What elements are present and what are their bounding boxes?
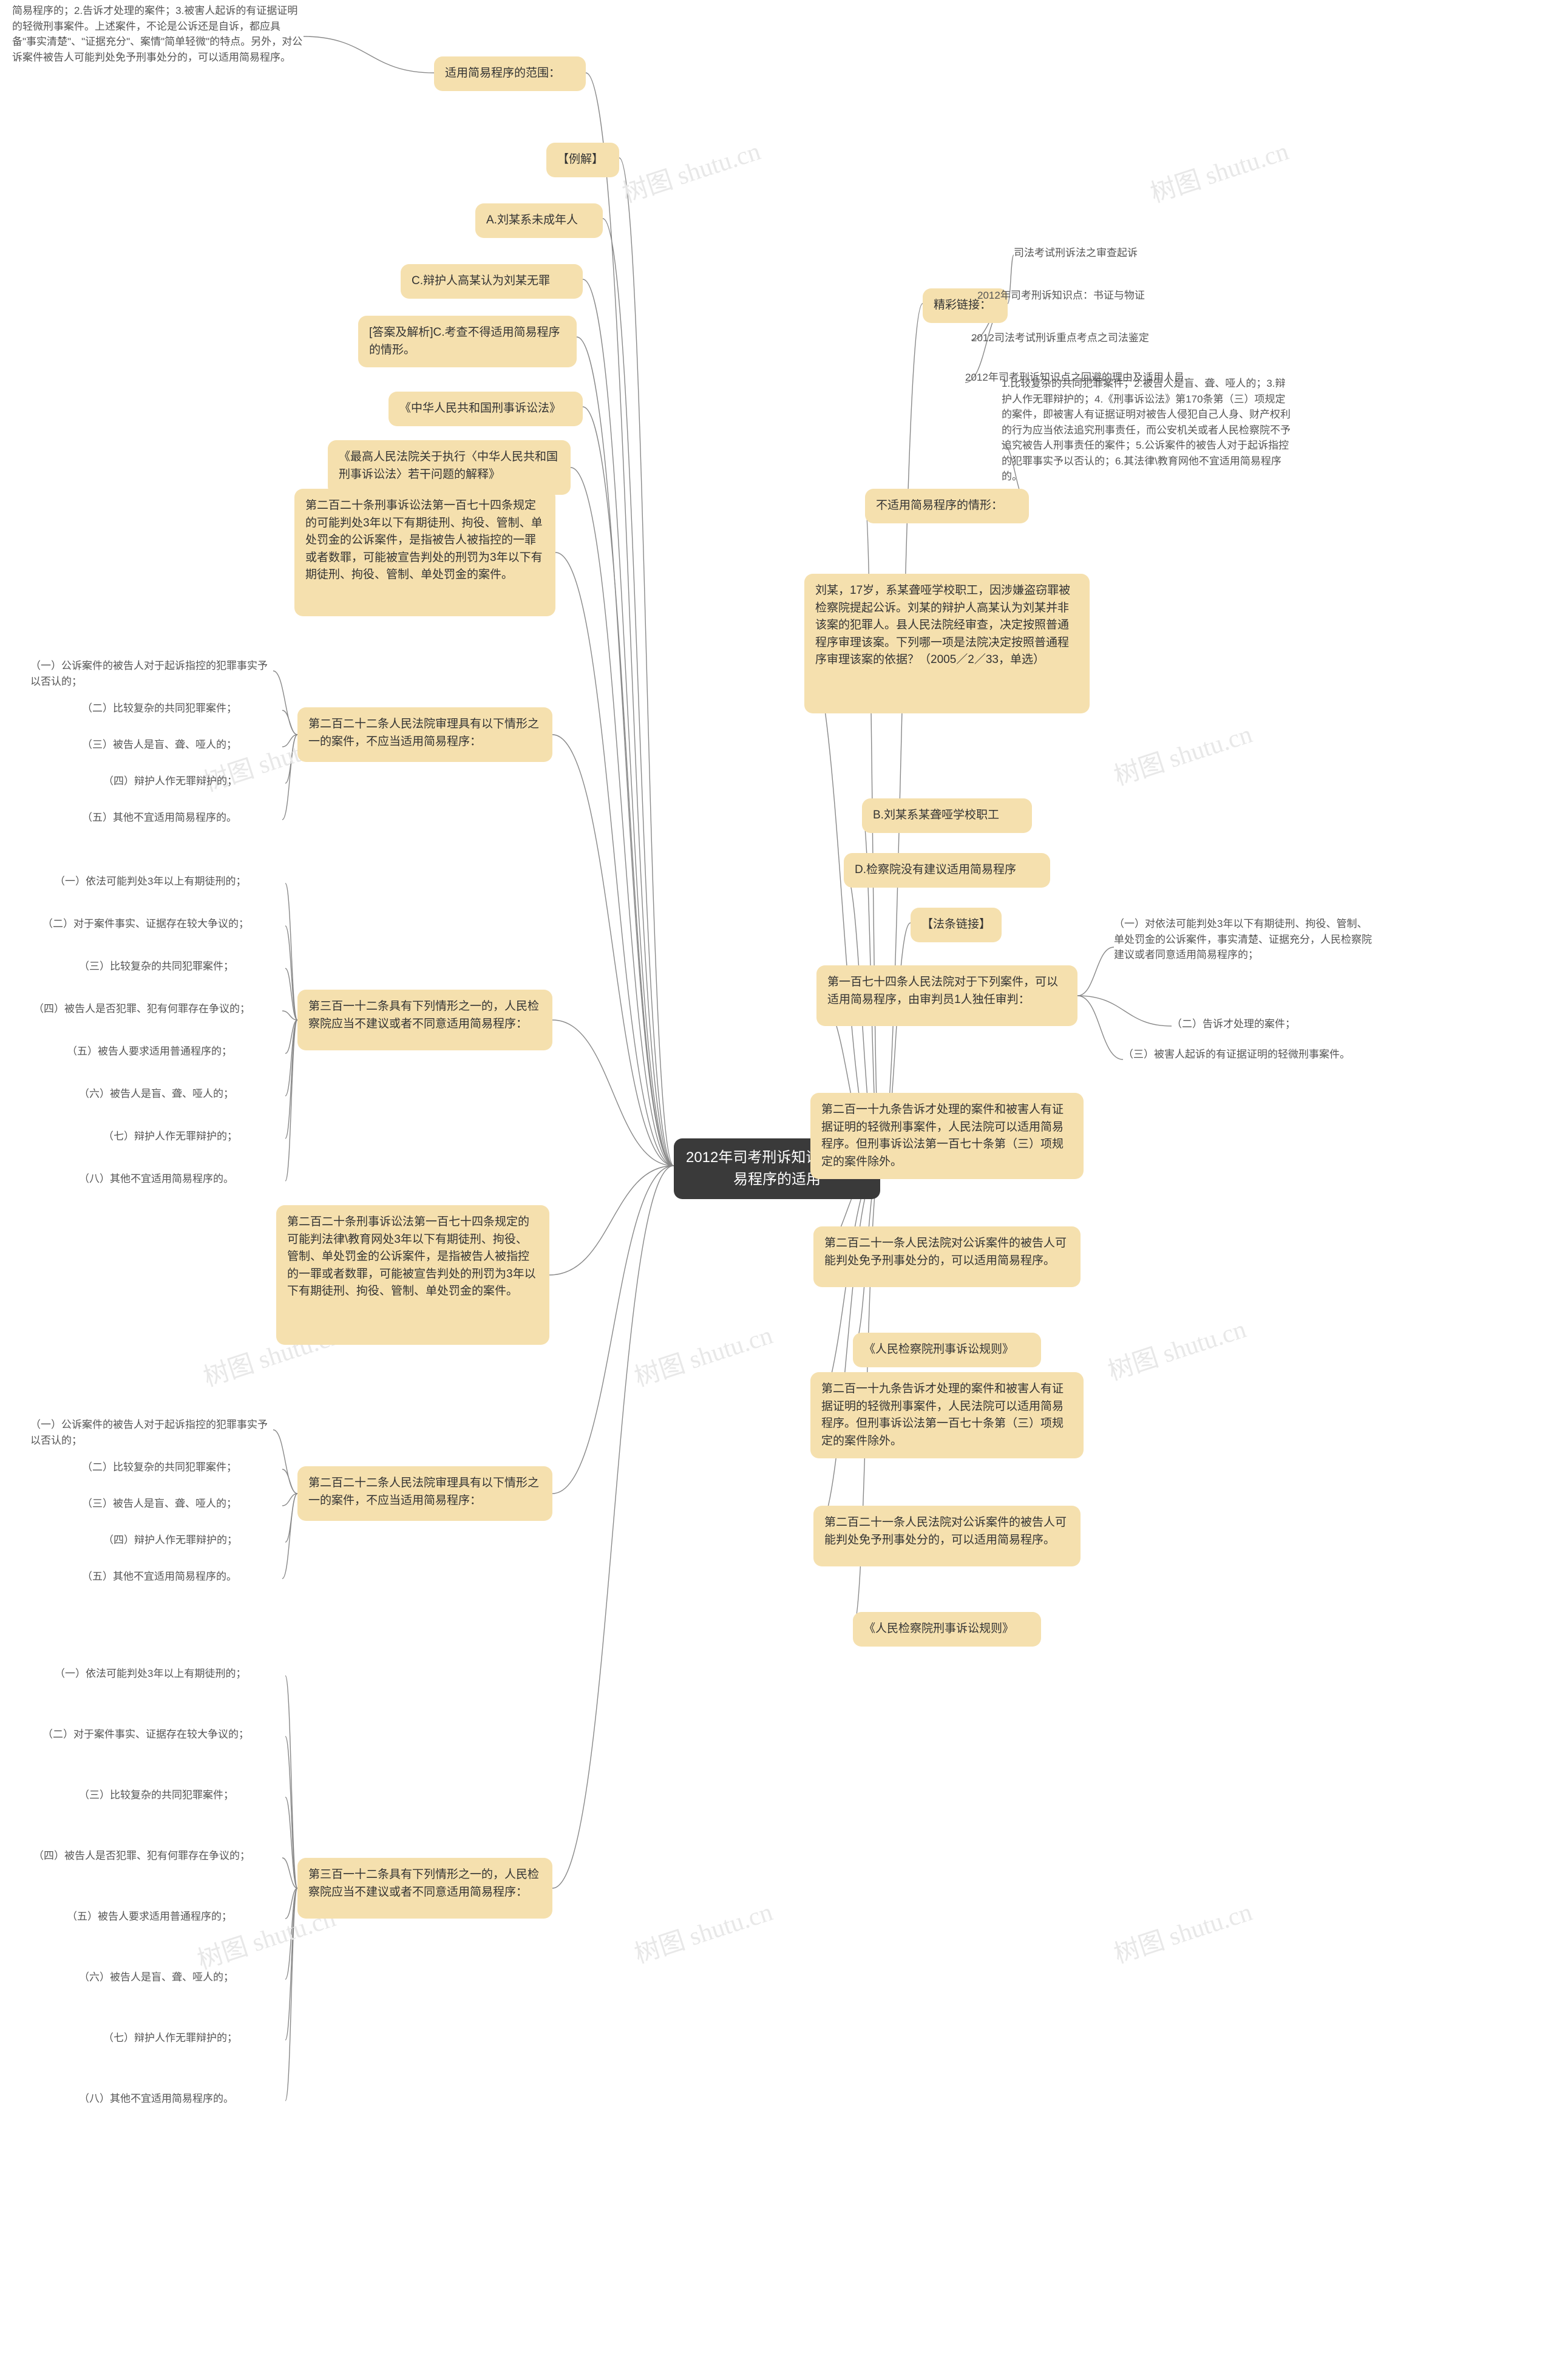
watermark: 树图 shutu.cn [1102,1308,1250,1388]
branch-R7: 第一百七十四条人民法院对于下列案件，可以适用简易程序，由审判员1人独任审判： [816,965,1077,1026]
mindmap-canvas: 树图 shutu.cn 树图 shutu.cn 树图 shutu.cn 树图 shut… [0,0,1554,2380]
branch-R6: 【法条链接】 [911,908,1002,942]
leaf-L10d: （四）被告人是否犯罪、犯有何罪存在争议的； [33,999,282,1023]
leaf-L10c: （三）比较复杂的共同犯罪案件； [79,956,285,981]
branch-L1: 适用简易程序的范围： [434,56,586,91]
branch-L6: 《中华人民共和国刑事诉讼法》 [388,392,583,426]
branch-L5: [答案及解析]C.考查不得适用简易程序的情形。 [358,316,577,367]
leaf-R1a: 司法考试刑诉法之审查起诉 [1014,243,1208,267]
branch-R9: 第二百二十一条人民法院对公诉案件的被告人可能判处免予刑事处分的，可以适用简易程序… [813,1226,1081,1287]
leaf-L13c: （三）比较复杂的共同犯罪案件； [79,1785,285,1809]
leaf-R2a: 1.比较复杂的共同犯罪案件；2.被告人是盲、聋、哑人的；3.辩护人作无罪辩护的；… [1002,373,1293,513]
branch-L12: 第二百二十二条人民法院审理具有以下情形之一的案件，不应当适用简易程序： [297,1466,552,1521]
leaf-L9e: （五）其他不宜适用简易程序的。 [82,807,282,832]
branch-L3: A.刘某系未成年人 [475,203,603,238]
watermark: 树图 shutu.cn [617,131,764,210]
leaf-L13g: （七）辩护人作无罪辩护的； [103,2028,285,2052]
leaf-L9b: （二）比较复杂的共同犯罪案件； [82,698,282,722]
leaf-L12c: （三）被告人是盲、聋、哑人的； [82,1494,282,1518]
branch-R8: 第二百一十九条告诉才处理的案件和被害人有证据证明的轻微刑事案件，人民法院可以适用… [810,1093,1084,1179]
watermark: 树图 shutu.cn [1145,131,1292,210]
leaf-L13a: （一）依法可能判处3年以上有期徒刑的； [55,1664,285,1688]
leaf-L13f: （六）被告人是盲、聋、哑人的； [79,1967,285,1991]
branch-L10: 第三百一十二条具有下列情形之一的，人民检察院应当不建议或者不同意适用简易程序： [297,990,552,1050]
leaf-L10a: （一）依法可能判处3年以上有期徒刑的； [55,871,285,896]
branch-L7: 《最高人民法院关于执行〈中华人民共和国刑事诉讼法〉若干问题的解释》 [328,440,571,495]
watermark: 树图 shutu.cn [1108,713,1256,793]
leaf-L9a: （一）公诉案件的被告人对于起诉指控的犯罪事实予以否认的； [30,656,273,692]
leaf-L10e: （五）被告人要求适用普通程序的； [67,1041,285,1066]
branch-L4: C.辩护人高某认为刘某无罪 [401,264,583,299]
leaf-R1b: 2012年司考刑诉知识点：书证与物证 [977,285,1220,310]
branch-R5: D.检察院没有建议适用简易程序 [844,853,1050,888]
leaf-L10h: （八）其他不宜适用简易程序的。 [79,1169,285,1193]
leaf-L13d: （四）被告人是否犯罪、犯有何罪存在争议的； [33,1846,282,1870]
leaf-L10b: （二）对于案件事实、证据存在较大争议的； [42,914,285,938]
leaf-L13h: （八）其他不宜适用简易程序的。 [79,2089,285,2113]
leaf-R7c: （三）被害人起诉的有证据证明的轻微刑事案件。 [1123,1044,1378,1075]
watermark: 树图 shutu.cn [629,1891,776,1971]
branch-L8: 第二百二十条刑事诉讼法第一百七十四条规定的可能判处3年以下有期徒刑、拘役、管制、… [294,489,555,616]
branch-L9: 第二百二十二条人民法院审理具有以下情形之一的案件，不应当适用简易程序： [297,707,552,762]
branch-R3: 刘某，17岁，系某聋哑学校职工，因涉嫌盗窃罪被检察院提起公诉。刘某的辩护人高某认… [804,574,1090,713]
branch-L11: 第二百二十条刑事诉讼法第一百七十四条规定的可能判法律\教育网处3年以下有期徒刑、… [276,1205,549,1345]
leaf-R7b: （二）告诉才处理的案件； [1172,1014,1329,1038]
watermark: 树图 shutu.cn [1108,1891,1256,1971]
leaf-L13e: （五）被告人要求适用普通程序的； [67,1906,285,1931]
leaf-L10f: （六）被告人是盲、聋、哑人的； [79,1084,285,1108]
leaf-L12e: （五）其他不宜适用简易程序的。 [82,1566,282,1591]
branch-L13: 第三百一十二条具有下列情形之一的，人民检察院应当不建议或者不同意适用简易程序： [297,1858,552,1919]
leaf-L1a: 1.对依法可能判处3年以下有期徒刑、拘役、管制、单处罚金的公诉案件，事实清楚、证… [12,0,304,103]
watermark: 树图 shutu.cn [629,1314,776,1394]
leaf-L9c: （三）被告人是盲、聋、哑人的； [82,735,282,759]
leaf-L9d: （四）辩护人作无罪辩护的； [103,771,285,795]
leaf-R1c: 2012司法考试刑诉重点考点之司法鉴定 [971,328,1226,352]
branch-R13: 《人民检察院刑事诉讼规则》 [853,1612,1041,1647]
leaf-L10g: （七）辩护人作无罪辩护的； [103,1126,285,1151]
leaf-L12a: （一）公诉案件的被告人对于起诉指控的犯罪事实予以否认的； [30,1415,273,1450]
leaf-L12d: （四）辩护人作无罪辩护的； [103,1530,285,1554]
branch-R10: 《人民检察院刑事诉讼规则》 [853,1333,1041,1367]
leaf-L13b: （二）对于案件事实、证据存在较大争议的； [42,1724,285,1749]
leaf-R7a: （一）对依法可能判处3年以下有期徒刑、拘役、管制、单处罚金的公诉案件，事实清楚、… [1114,914,1375,981]
leaf-L12b: （二）比较复杂的共同犯罪案件； [82,1457,282,1481]
branch-L2: 【例解】 [546,143,619,177]
branch-R11: 第二百一十九条告诉才处理的案件和被害人有证据证明的轻微刑事案件，人民法院可以适用… [810,1372,1084,1458]
branch-R4: B.刘某系某聋哑学校职工 [862,798,1032,833]
branch-R12: 第二百二十一条人民法院对公诉案件的被告人可能判处免予刑事处分的，可以适用简易程序… [813,1506,1081,1566]
